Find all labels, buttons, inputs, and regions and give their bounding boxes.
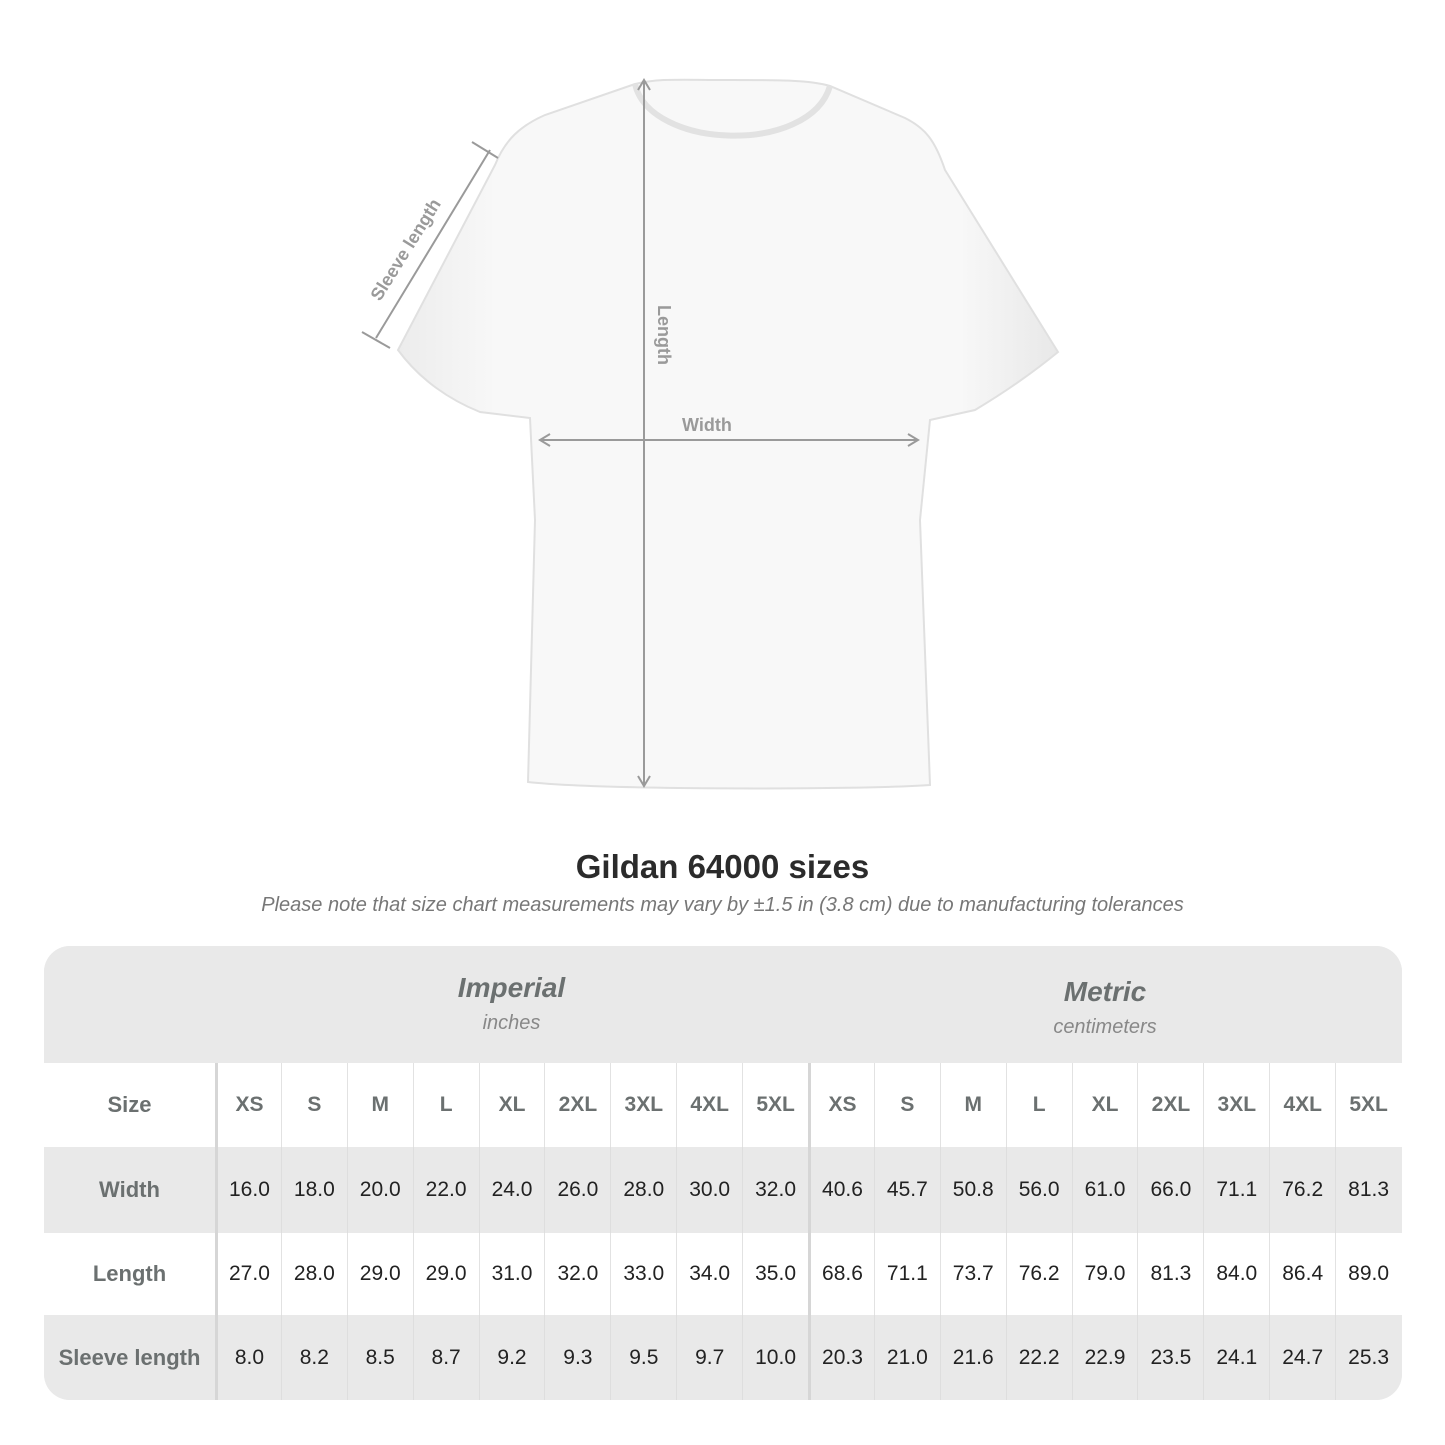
value-cell: 35.0 (742, 1233, 808, 1315)
value-cell: 25.3 (1335, 1315, 1401, 1400)
value-cell: 27.0 (215, 1233, 281, 1315)
value-cell: 21.6 (939, 1315, 1006, 1400)
value-cell: 61.0 (1071, 1147, 1138, 1233)
size-header-cell: L (1005, 1063, 1072, 1147)
tolerance-note: Please note that size chart measurements… (261, 894, 1184, 916)
value-cell: 22.2 (1005, 1315, 1072, 1400)
metric-title: Metric (1063, 976, 1147, 1007)
size-header-cell: 3XL (1203, 1063, 1269, 1147)
value-cell: 22.9 (1071, 1315, 1138, 1400)
value-cell: 9.3 (544, 1315, 610, 1400)
tshirt-shape (396, 78, 1060, 790)
size-label: Size (107, 1092, 152, 1117)
row-label: Width (99, 1177, 160, 1202)
value-cell: 79.0 (1071, 1233, 1138, 1315)
imperial-unit: inches (482, 1012, 541, 1034)
value-cell: 23.5 (1137, 1315, 1203, 1400)
size-header-cell: XL (1071, 1063, 1138, 1147)
size-header-cell: 4XL (676, 1063, 742, 1147)
size-header-cell: 4XL (1269, 1063, 1335, 1147)
imperial-title: Imperial (457, 972, 566, 1003)
sleeve-measure-line (375, 149, 491, 339)
value-cell: 68.6 (808, 1233, 874, 1315)
metric-unit: centimeters (1053, 1016, 1157, 1038)
size-header-cell: S (873, 1063, 940, 1147)
value-cell: 33.0 (610, 1233, 676, 1315)
value-cell: 29.0 (412, 1233, 479, 1315)
value-cell: 8.2 (280, 1315, 347, 1400)
value-cell: 73.7 (939, 1233, 1006, 1315)
table-row: Width 16.0 18.0 20.0 22.0 24.0 26.0 28.0 30.0 32.… (44, 1147, 1402, 1233)
size-header-cell: L (412, 1063, 479, 1147)
value-cell: 50.8 (939, 1147, 1006, 1233)
width-label: Width (682, 415, 732, 435)
value-cell: 86.4 (1269, 1233, 1335, 1315)
size-header-cell: 5XL (1335, 1063, 1401, 1147)
value-cell: 16.0 (215, 1147, 281, 1233)
value-cell: 34.0 (676, 1233, 742, 1315)
value-cell: 56.0 (1005, 1147, 1072, 1233)
value-cell: 24.1 (1203, 1315, 1269, 1400)
value-cell: 9.2 (478, 1315, 545, 1400)
value-cell: 8.5 (346, 1315, 413, 1400)
value-cell: 71.1 (1203, 1147, 1269, 1233)
size-header-cell: XL (478, 1063, 545, 1147)
value-cell: 24.7 (1269, 1315, 1335, 1400)
value-cell: 76.2 (1005, 1233, 1072, 1315)
value-cell: 32.0 (544, 1233, 610, 1315)
value-cell: 81.3 (1335, 1147, 1401, 1233)
tshirt-collar (632, 83, 833, 139)
size-header-cell: M (939, 1063, 1006, 1147)
value-cell: 9.5 (610, 1315, 676, 1400)
value-cell: 24.0 (478, 1147, 545, 1233)
value-cell: 81.3 (1137, 1233, 1203, 1315)
value-cell: 32.0 (742, 1147, 808, 1233)
size-header-cell: XS (215, 1063, 281, 1147)
value-cell: 30.0 (676, 1147, 742, 1233)
value-cell: 10.0 (742, 1315, 808, 1400)
length-label: Length (654, 305, 674, 365)
value-cell: 45.7 (873, 1147, 940, 1233)
value-cell: 20.3 (808, 1315, 874, 1400)
value-cell: 40.6 (808, 1147, 874, 1233)
value-cell: 26.0 (544, 1147, 610, 1233)
size-header-cell: S (280, 1063, 347, 1147)
row-label: Length (92, 1261, 167, 1286)
value-cell: 28.0 (610, 1147, 676, 1233)
row-label: Sleeve length (58, 1344, 201, 1370)
size-header-cell: 2XL (544, 1063, 610, 1147)
size-row: Size XS S M L XL 2XL 3XL 4XL 5XL XS S M L XL 2XL 3XL 4XL 5… (44, 1063, 1402, 1147)
value-cell: 31.0 (478, 1233, 545, 1315)
page-title: Gildan 64000 sizes (575, 848, 870, 885)
value-cell: 8.0 (215, 1315, 281, 1400)
value-cell: 89.0 (1335, 1233, 1401, 1315)
size-header-cell: 2XL (1137, 1063, 1203, 1147)
size-header-cell: XS (808, 1063, 874, 1147)
value-cell: 21.0 (873, 1315, 940, 1400)
size-header-cell: 3XL (610, 1063, 676, 1147)
value-cell: 66.0 (1137, 1147, 1203, 1233)
imperial-header: Imperial inches (215, 972, 808, 1035)
value-cell: 29.0 (346, 1233, 413, 1315)
table-row: Length 27.0 28.0 29.0 29.0 31.0 32.0 33.0 34.0 35… (44, 1233, 1402, 1315)
metric-header: Metric centimeters (808, 976, 1402, 1039)
value-cell: 71.1 (873, 1233, 940, 1315)
size-table: Imperial inches Metric centimeters Size X… (44, 946, 1402, 1400)
table-row: Sleeve length 8.0 8.2 8.5 8.7 9.2 9.3 9.5 9.7 10.… (44, 1315, 1402, 1400)
tshirt-diagram: Sleeve length Length Width (361, 78, 1060, 790)
size-header-cell: 5XL (742, 1063, 808, 1147)
value-cell: 9.7 (676, 1315, 742, 1400)
value-cell: 22.0 (412, 1147, 479, 1233)
value-cell: 18.0 (280, 1147, 347, 1233)
value-cell: 20.0 (346, 1147, 413, 1233)
size-header-cell: M (346, 1063, 413, 1147)
value-cell: 8.7 (412, 1315, 479, 1400)
value-cell: 84.0 (1203, 1233, 1269, 1315)
value-cell: 28.0 (280, 1233, 347, 1315)
value-cell: 76.2 (1269, 1147, 1335, 1233)
table-header-band: Imperial inches Metric centimeters (44, 946, 1402, 1063)
